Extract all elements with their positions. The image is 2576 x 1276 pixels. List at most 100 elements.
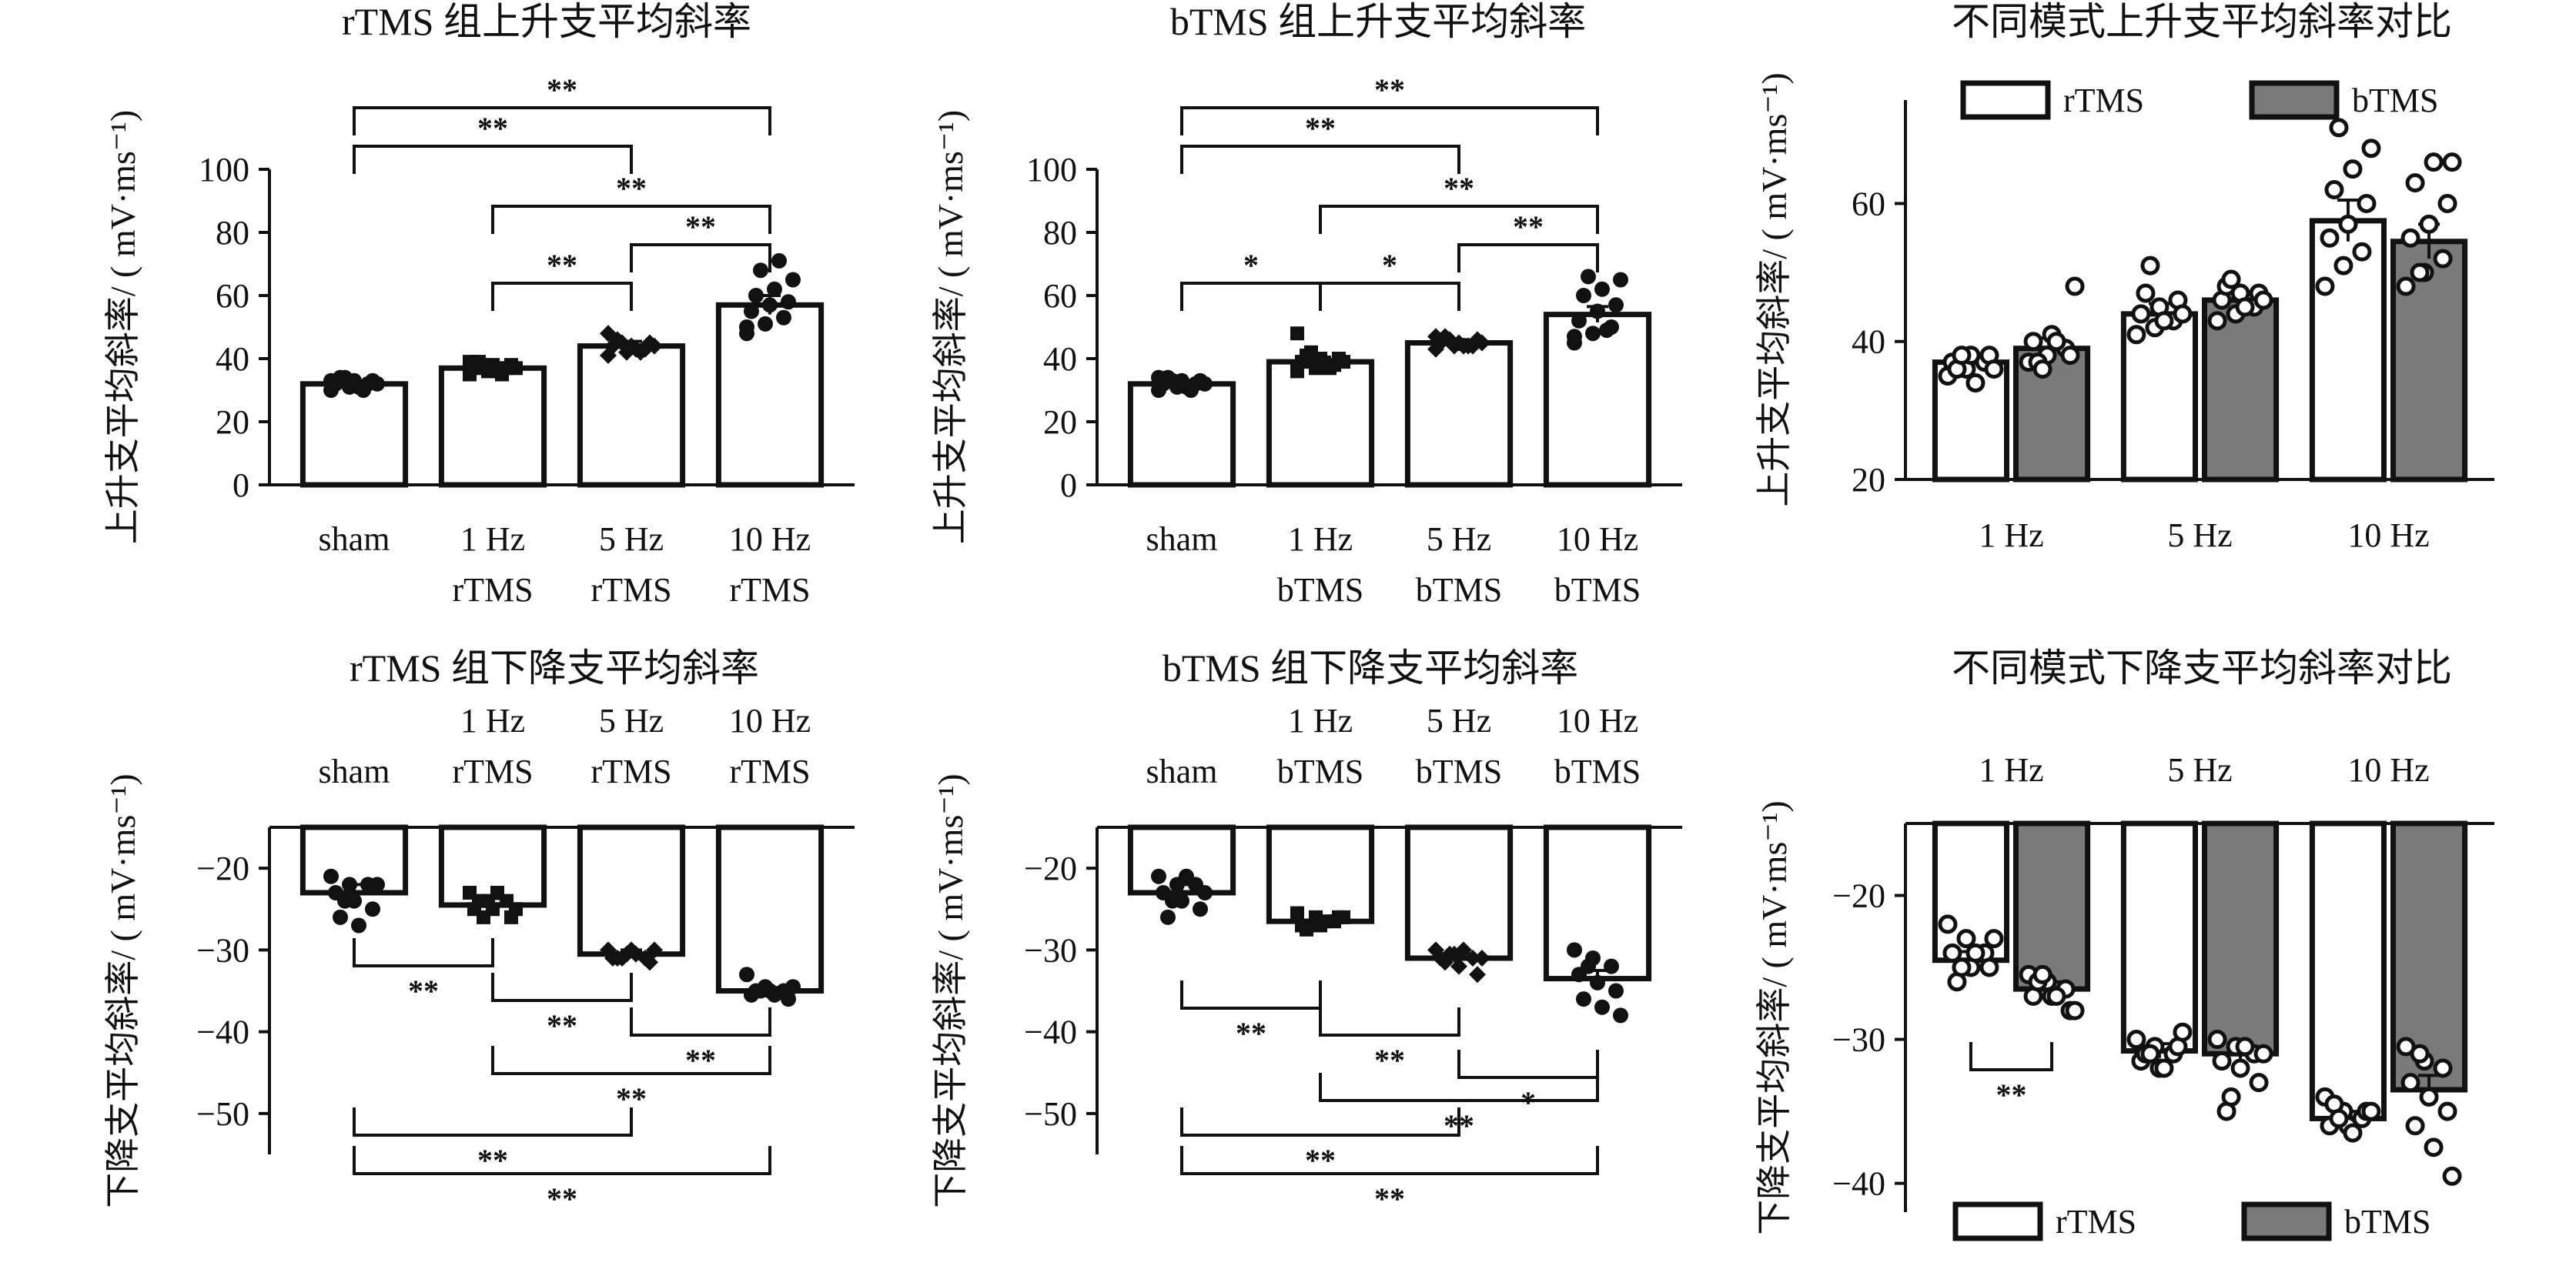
p2-category-label: bTMS xyxy=(1416,571,1502,609)
p5-point xyxy=(1197,885,1213,900)
p3-ytick-label: 20 xyxy=(1852,461,1885,499)
p5-point xyxy=(1160,909,1176,925)
p4-category-label: 1 Hz xyxy=(460,702,525,740)
p5-point xyxy=(1464,950,1481,967)
p4-point xyxy=(365,901,380,917)
p5-point xyxy=(1151,868,1166,884)
p5-sig-bracket xyxy=(1180,1146,1599,1175)
p3-point xyxy=(2140,256,2160,276)
p2-sig-label: ** xyxy=(1374,72,1405,107)
p5-point xyxy=(1590,974,1605,990)
p6-point xyxy=(2140,1044,2160,1064)
p6-point xyxy=(1956,929,1976,949)
p3-point xyxy=(2235,297,2255,317)
p2-sig-label: ** xyxy=(1305,111,1336,145)
p1-sig-label: ** xyxy=(477,111,508,145)
p4-ytick-label: −50 xyxy=(196,1095,249,1133)
p1-point xyxy=(356,382,371,398)
p4-point xyxy=(767,987,782,1003)
p4-ytick-label: −30 xyxy=(196,931,249,969)
p6-point xyxy=(2046,986,2066,1006)
p5-point xyxy=(1581,958,1596,974)
p3-point xyxy=(2032,359,2052,379)
p6-legend-label-bTMS: bTMS xyxy=(2344,1203,2430,1241)
p4-point xyxy=(509,902,523,917)
p3-point xyxy=(2324,180,2344,200)
p3-point xyxy=(2433,249,2453,269)
p6-legend-swatch-rTMS xyxy=(1952,1201,2043,1241)
p1-sig-bracket xyxy=(491,282,633,311)
p5-point xyxy=(1594,999,1610,1015)
p6-point xyxy=(2419,1087,2439,1107)
p1-point xyxy=(477,358,490,372)
p2-bar xyxy=(1404,340,1514,488)
p2-point xyxy=(1441,331,1458,349)
p4-point xyxy=(333,909,348,925)
p2-sig-label: * xyxy=(1243,248,1259,282)
p3-point xyxy=(2338,214,2358,234)
p5-point xyxy=(1441,945,1458,963)
p4-point xyxy=(472,894,486,908)
p5-category-label: 5 Hz xyxy=(1427,702,1491,740)
p6-legend-label-rTMS: rTMS xyxy=(2056,1203,2136,1241)
p2-point xyxy=(1585,326,1601,342)
p5-point xyxy=(1474,950,1490,967)
p4-point xyxy=(342,877,357,893)
p2-point xyxy=(1608,297,1624,313)
chart-title-5: bTMS 组下降支平均斜率 xyxy=(1163,646,1578,690)
p1-ytick-label: 80 xyxy=(216,214,249,252)
p1-point xyxy=(739,319,754,335)
p2-sig-bracket xyxy=(1180,145,1460,174)
p4-point xyxy=(785,979,801,995)
p6-point xyxy=(2230,1058,2250,1078)
p5-point xyxy=(1193,901,1208,917)
p3-point xyxy=(2329,118,2349,138)
p2-point xyxy=(1337,355,1350,369)
p1-point xyxy=(632,343,649,361)
p5-category-label: bTMS xyxy=(1416,753,1502,790)
p3-point xyxy=(2154,311,2174,331)
p3-ytick-label: 40 xyxy=(1852,323,1885,361)
p3-point xyxy=(2046,332,2066,352)
p4-sig-bracket xyxy=(491,973,633,1002)
p2-category-label: 1 Hz xyxy=(1288,520,1353,558)
p3-legend-label-rTMS: rTMS xyxy=(2063,82,2144,119)
p1-category-label: rTMS xyxy=(729,571,810,609)
p2-point xyxy=(1567,329,1582,345)
p2-point xyxy=(1323,361,1337,376)
p3-point xyxy=(2023,332,2043,352)
p5-y-label: 下降支平均斜率/ ( mV·ms⁻¹) xyxy=(931,773,970,1208)
p2-sig-bracket xyxy=(1457,243,1599,272)
p6-point xyxy=(2433,1058,2453,1078)
p2-y-label: 上升支平均斜率/ ( mV·ms⁻¹) xyxy=(931,110,970,545)
p2-bar xyxy=(1543,312,1652,488)
p3-point xyxy=(2437,193,2457,213)
p6-point xyxy=(1942,943,1962,963)
p1-point xyxy=(370,376,385,392)
p6-ytick-label: −40 xyxy=(1832,1165,1885,1203)
p5-sig-bracket xyxy=(1319,1073,1599,1102)
p2-sig-bracket xyxy=(1180,106,1599,135)
p3-point xyxy=(2357,193,2377,213)
p6-point xyxy=(2221,1087,2241,1107)
p6-y-label: 下降支平均斜率/ ( mV·ms⁻¹) xyxy=(1755,800,1794,1235)
p5-ytick-label: −30 xyxy=(1024,931,1077,969)
p2-point xyxy=(1183,382,1199,398)
p3-category-label: 1 Hz xyxy=(1979,516,2043,554)
p6-point xyxy=(2207,1030,2227,1050)
p3-point xyxy=(2173,304,2193,324)
p5-point xyxy=(1337,910,1350,924)
p4-sig-bracket xyxy=(630,1007,771,1037)
p4-category-label: rTMS xyxy=(729,753,810,790)
p2-ytick-label: 0 xyxy=(1060,466,1077,504)
p3-y-label: 上升支平均斜率/ ( mV·ms⁻¹) xyxy=(1755,72,1794,507)
p5-point xyxy=(1567,942,1582,958)
p6-point xyxy=(1979,957,1999,977)
p2-point xyxy=(1474,334,1490,352)
p3-legend-swatch-rTMS xyxy=(1960,80,2051,120)
p2-point xyxy=(1151,369,1166,386)
p3-point xyxy=(2400,228,2420,248)
p1-sig-label: ** xyxy=(547,72,577,107)
p6-point xyxy=(2410,1044,2430,1064)
p5-point xyxy=(1318,914,1332,929)
